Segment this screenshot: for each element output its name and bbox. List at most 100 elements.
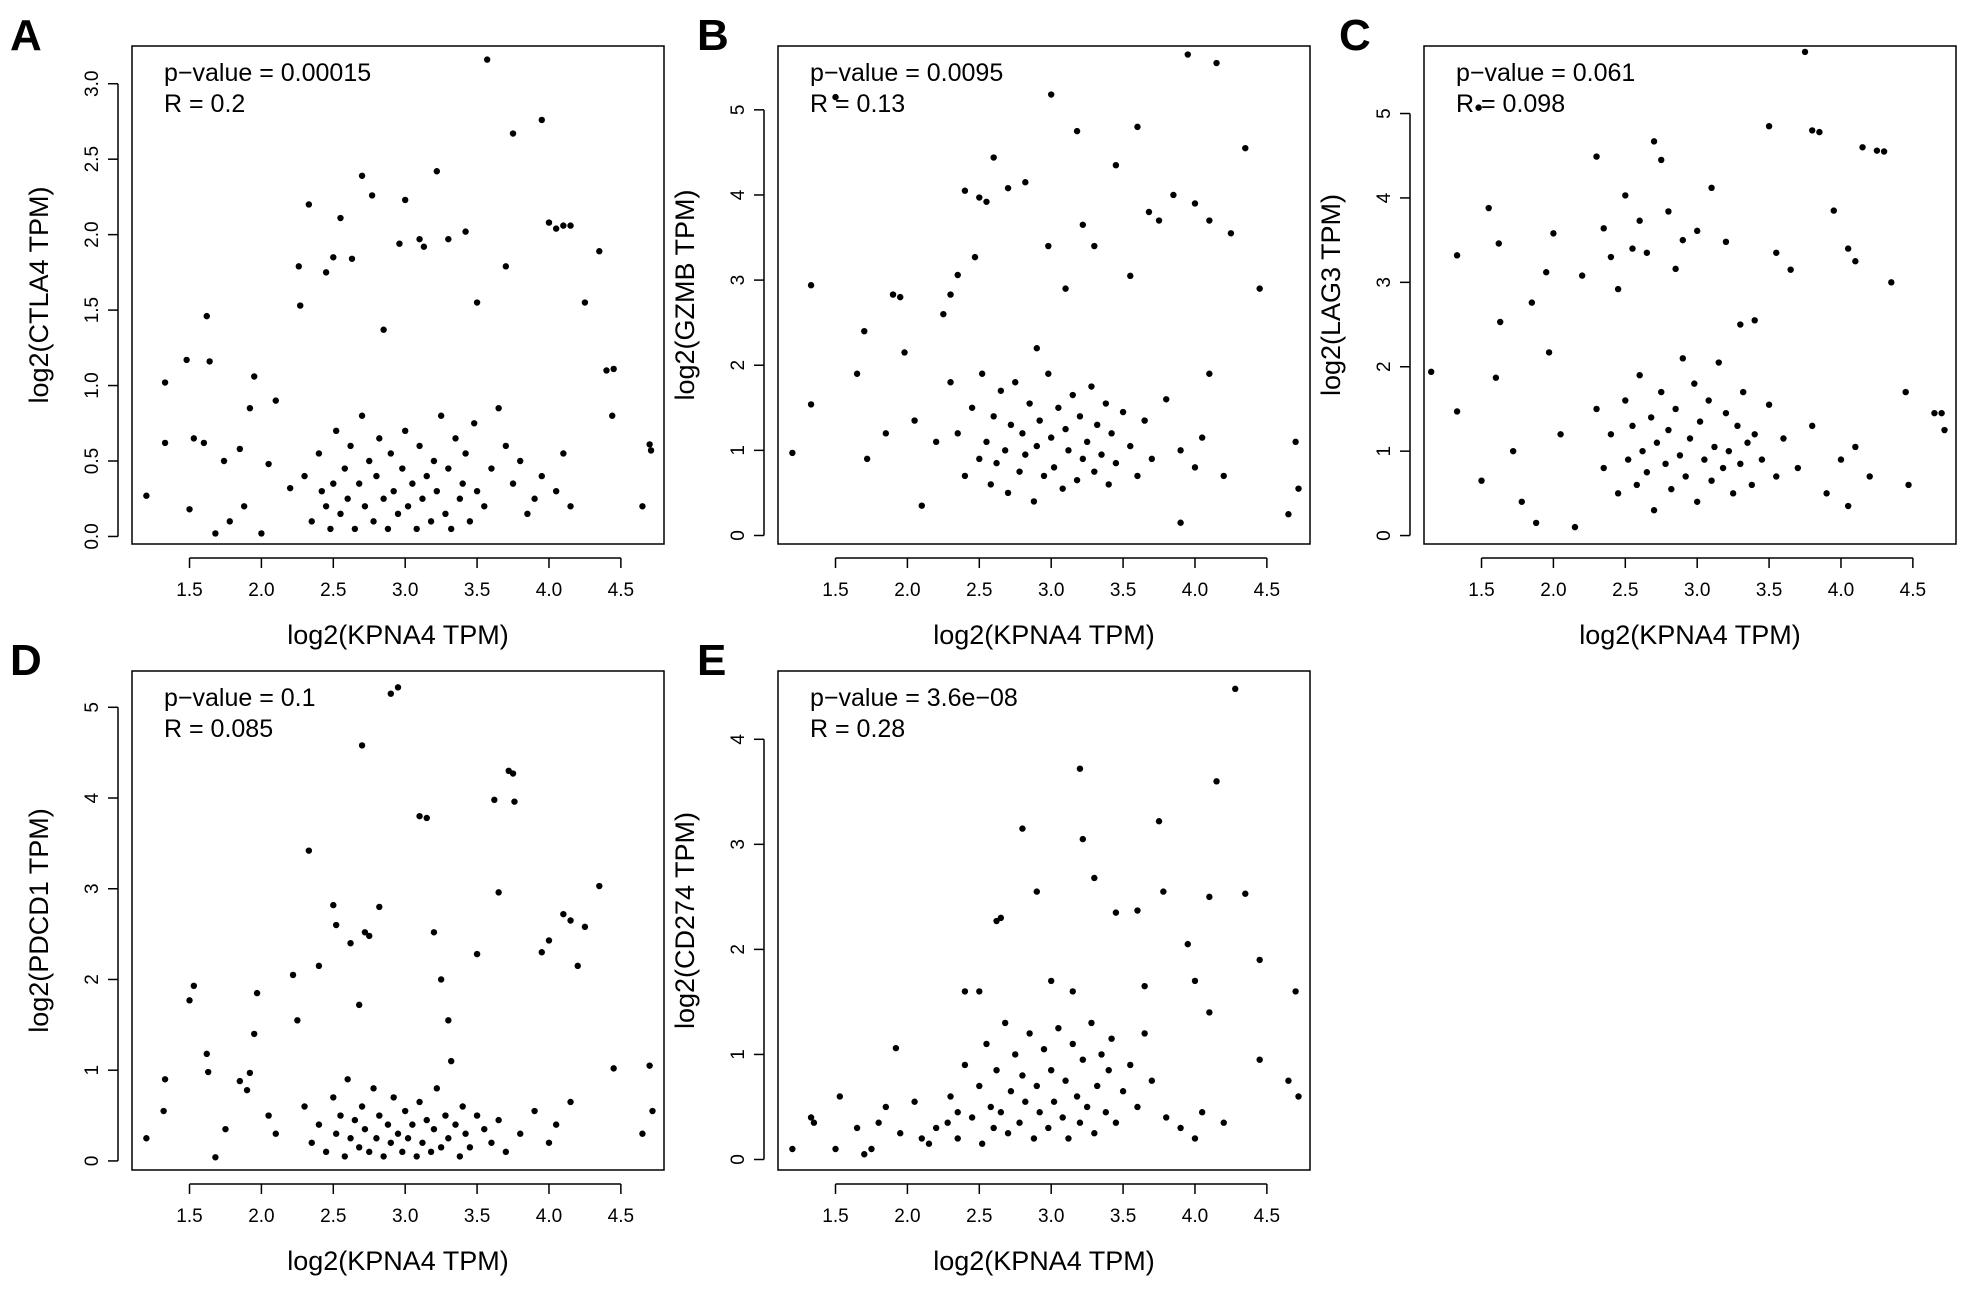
scatter-point: [502, 442, 510, 450]
scatter-point: [1022, 179, 1029, 186]
scatter-point: [315, 1121, 323, 1128]
scatter-point: [1650, 507, 1658, 514]
scatter-point: [399, 465, 406, 472]
scatter-point: [1091, 468, 1098, 475]
panel-letter: A: [10, 11, 42, 60]
scatter-point: [863, 455, 871, 463]
x-tick-label: 2.0: [248, 580, 274, 601]
scatter-point: [456, 495, 464, 502]
scatter-point: [987, 481, 994, 488]
scatter-point: [1748, 481, 1756, 489]
scatter-point: [243, 1086, 251, 1094]
scatter-point: [1852, 443, 1859, 451]
scatter-point: [1941, 426, 1948, 434]
scatter-point: [1679, 355, 1687, 362]
y-tick-label: 4: [82, 792, 103, 803]
scatter-point: [1059, 1114, 1066, 1121]
scatter-point: [983, 1040, 990, 1048]
scatter-point: [265, 460, 272, 468]
scatter-point: [1658, 388, 1665, 396]
scatter-point: [1629, 422, 1636, 430]
scatter-point: [646, 1062, 653, 1069]
scatter-point: [332, 1130, 340, 1137]
scatter-point: [1191, 1135, 1199, 1142]
scatter-point: [517, 457, 524, 465]
x-tick-label: 4.0: [1828, 580, 1854, 601]
y-tick-label: 1.0: [82, 372, 103, 398]
scatter-point: [1578, 272, 1586, 279]
x-tick-label: 2.5: [1612, 580, 1638, 601]
scatter-point: [1809, 127, 1816, 134]
scatter-point: [258, 530, 265, 537]
scatter-point: [330, 901, 337, 909]
scatter-point: [1163, 396, 1170, 403]
scatter-point: [1478, 477, 1485, 484]
scatter-point: [295, 263, 302, 270]
scatter-point: [932, 438, 940, 446]
scatter-point: [1647, 414, 1655, 421]
scatter-point: [1242, 890, 1249, 897]
scatter-point: [610, 1065, 617, 1072]
scatter-point: [370, 1085, 377, 1092]
scatter-point: [892, 1044, 900, 1052]
scatter-point: [430, 929, 438, 936]
scatter-point: [272, 397, 279, 404]
scatter-point: [897, 293, 904, 301]
scatter-point: [1938, 409, 1945, 417]
scatter-point: [524, 510, 531, 518]
scatter-point: [1045, 1124, 1052, 1132]
scatter-point: [1079, 835, 1087, 843]
scatter-point: [1076, 1119, 1084, 1126]
scatter-point: [462, 450, 469, 457]
scatter-point: [1119, 408, 1127, 416]
scatter-point: [1036, 1109, 1043, 1116]
y-tick-label: 4: [728, 734, 749, 745]
scatter-point: [1055, 1024, 1062, 1032]
scatter-point: [186, 997, 193, 1004]
scatter-point: [1497, 318, 1504, 326]
scatter-point: [552, 487, 560, 495]
scatter-point: [1453, 252, 1461, 259]
scatter-point: [1033, 1082, 1041, 1090]
x-tick-label: 4.5: [1254, 580, 1280, 601]
scatter-point: [344, 495, 351, 502]
scatter-point: [1206, 370, 1213, 377]
scatter-point: [332, 427, 340, 435]
scatter-point: [1787, 266, 1794, 273]
scatter-point: [1624, 456, 1632, 463]
scatter-point: [603, 367, 610, 374]
scatter-point: [1295, 1093, 1302, 1100]
scatter-point: [983, 198, 990, 205]
scatter-point: [315, 450, 323, 457]
scatter-point: [538, 116, 545, 124]
scatter-point: [1708, 184, 1715, 192]
scatter-point: [413, 525, 420, 533]
x-axis-title: log2(KPNA4 TPM): [287, 1246, 509, 1276]
scatter-point: [1665, 426, 1672, 434]
scatter-point: [1242, 144, 1249, 152]
scatter-point: [240, 503, 248, 510]
scatter-point: [1141, 982, 1148, 990]
plot-frame: [1423, 45, 1957, 545]
scatter-point: [538, 949, 545, 956]
scatter-point: [1475, 104, 1482, 111]
scatter-point: [1873, 147, 1881, 154]
scatter-point: [1141, 417, 1148, 424]
x-tick-label: 4.0: [1182, 1206, 1208, 1227]
scatter-points: [143, 684, 656, 1161]
scatter-point: [246, 1069, 254, 1077]
scatter-point: [1880, 148, 1888, 155]
scatter-point: [1079, 1056, 1087, 1063]
panel-b: B 1.5 2.0 2.5 3.0 3.5 4.0 4.5 log2(KPNA4 TPM) 0 1 2…: [670, 11, 1311, 650]
scatter-point: [968, 1114, 976, 1121]
scatter-point: [1705, 397, 1712, 404]
scatter-point: [1614, 490, 1622, 497]
scatter-point: [1859, 144, 1866, 151]
y-axis-title: log2(GZMB TPM): [670, 189, 700, 400]
scatter-point: [348, 255, 356, 262]
scatter-point: [997, 914, 1005, 922]
scatter-point: [1134, 1103, 1141, 1111]
scatter-point: [925, 1140, 933, 1147]
scatter-point: [1155, 217, 1163, 224]
scatter-point: [433, 1085, 441, 1092]
